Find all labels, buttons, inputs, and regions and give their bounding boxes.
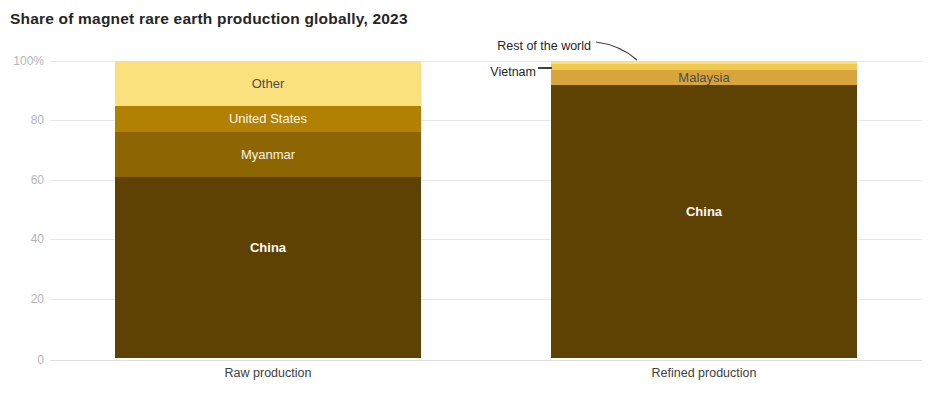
- y-tick-label-20: 20: [0, 293, 44, 305]
- y-tick-label-80: 80: [0, 114, 44, 126]
- annotation-rest-of-the-world: Rest of the world: [497, 36, 591, 54]
- leader-line-rest-of-the-world-icon: [594, 40, 640, 63]
- segment-united-states-raw-production: United States: [115, 106, 421, 133]
- plot-area: 100% 80 60 40 20 0 China Myanmar United States O…: [0, 0, 944, 405]
- bar-raw-production: China Myanmar United States Other: [115, 61, 421, 358]
- segment-label-myanmar: Myanmar: [241, 148, 295, 161]
- annotation-vietnam: Vietnam: [490, 62, 536, 80]
- segment-malaysia-refined-production: Malaysia: [551, 70, 857, 85]
- leader-line-vietnam-icon: [538, 67, 552, 69]
- x-axis-label-raw-production: Raw production: [115, 366, 421, 380]
- segment-label-other: Other: [252, 77, 285, 90]
- segment-china-raw-production: China: [115, 177, 421, 358]
- x-axis-label-refined-production: Refined production: [551, 366, 857, 380]
- annotation-vietnam-label: Vietnam: [490, 65, 536, 79]
- y-tick-label-100: 100%: [0, 55, 44, 67]
- segment-china-refined-production: China: [551, 85, 857, 358]
- segment-label-china: China: [250, 241, 286, 254]
- segment-label-malaysia: Malaysia: [678, 71, 729, 84]
- gridline-0: [50, 360, 922, 361]
- y-tick-label-60: 60: [0, 174, 44, 186]
- segment-other-raw-production: Other: [115, 61, 421, 106]
- segment-label-china: China: [686, 205, 722, 218]
- segment-myanmar-raw-production: Myanmar: [115, 132, 421, 177]
- segment-label-united-states: United States: [229, 112, 307, 125]
- chart-root: Share of magnet rare earth production gl…: [0, 0, 944, 405]
- annotation-rest-of-the-world-label: Rest of the world: [497, 39, 591, 53]
- y-tick-label-40: 40: [0, 233, 44, 245]
- bar-refined-production: China Malaysia: [551, 61, 857, 358]
- y-tick-label-0: 0: [0, 354, 44, 366]
